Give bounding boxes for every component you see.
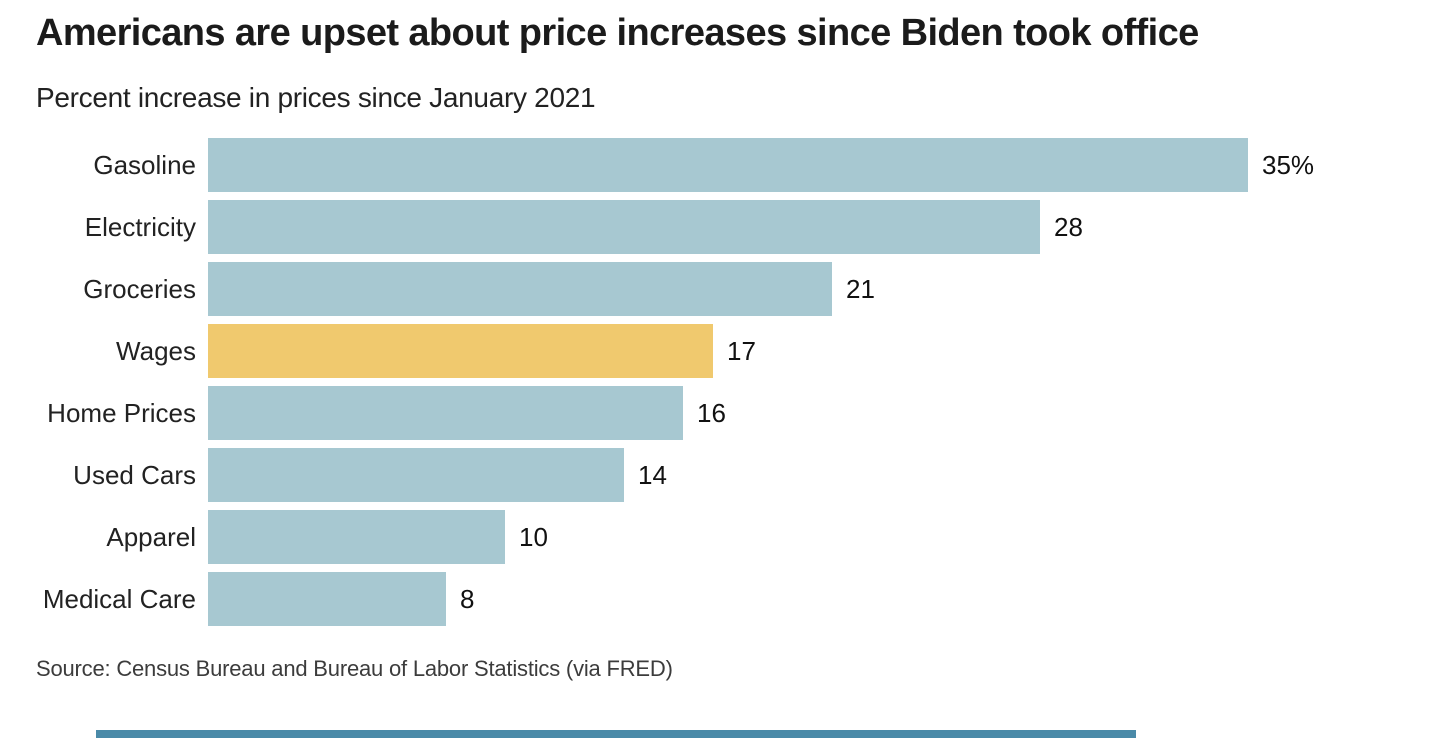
value-label: 14 xyxy=(638,459,667,490)
bar xyxy=(208,262,832,316)
value-label: 16 xyxy=(697,397,726,428)
category-label: Groceries xyxy=(83,273,196,304)
category-label: Medical Care xyxy=(42,583,196,614)
category-label: Used Cars xyxy=(73,459,196,490)
value-label: 8 xyxy=(460,583,475,614)
value-label: 17 xyxy=(727,335,756,366)
partial-next-chart-bar xyxy=(96,730,1136,738)
chart-row: Electricity 28 xyxy=(0,200,1442,254)
chart-subtitle: Percent increase in prices since January… xyxy=(36,82,596,113)
bar xyxy=(208,510,505,564)
bar xyxy=(208,448,624,502)
chart-row: Groceries 21 xyxy=(0,262,1442,316)
chart-title: Americans are upset about price increase… xyxy=(36,12,1199,54)
category-label: Home Prices xyxy=(47,397,196,428)
category-label: Wages xyxy=(116,335,196,366)
source-note: Source: Census Bureau and Bureau of Labo… xyxy=(36,656,673,681)
category-label: Electricity xyxy=(84,211,196,242)
chart-row: Gasoline 35% xyxy=(0,138,1442,192)
bar xyxy=(208,386,683,440)
category-label: Apparel xyxy=(106,521,196,552)
bar-highlighted xyxy=(208,324,713,378)
chart-row: Apparel 10 xyxy=(0,510,1442,564)
bar xyxy=(208,138,1248,192)
bar-chart: Gasoline 35% Electricity 28 Groceries 21 Wages… xyxy=(0,138,1442,626)
chart-row: Medical Care 8 xyxy=(0,572,1442,626)
chart-row: Home Prices 16 xyxy=(0,386,1442,440)
chart-row: Used Cars 14 xyxy=(0,448,1442,502)
value-label: 10 xyxy=(519,521,548,552)
bar xyxy=(208,572,446,626)
bar xyxy=(208,200,1040,254)
category-label: Gasoline xyxy=(93,149,196,180)
value-label: 35% xyxy=(1262,149,1315,180)
value-label: 28 xyxy=(1054,211,1083,242)
chart-row: Wages 17 xyxy=(0,324,1442,378)
value-label: 21 xyxy=(846,273,875,304)
